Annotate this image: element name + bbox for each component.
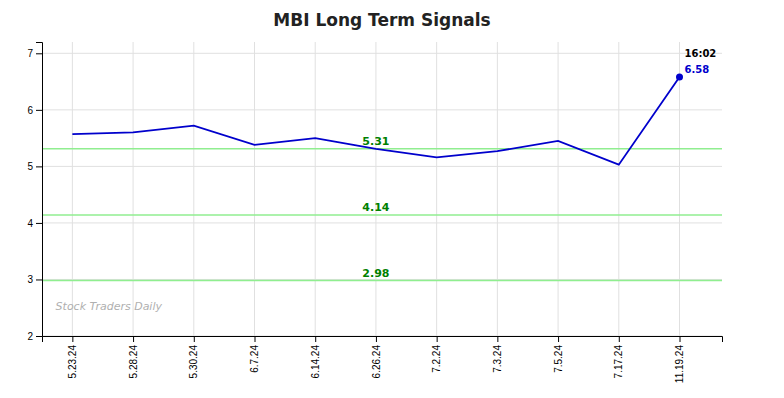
y-tick: 3 <box>27 274 42 285</box>
y-tick-label: 4 <box>27 218 33 229</box>
x-tick-mark <box>619 336 620 342</box>
annotation: 6.58 <box>685 64 710 75</box>
grid-line-x <box>558 42 559 336</box>
grid <box>42 42 722 336</box>
grid-line-x <box>133 42 134 336</box>
grid-line-y <box>42 166 722 167</box>
x-tick: 7.5.24 <box>553 336 564 373</box>
x-tick-label: 5.30.24 <box>188 345 199 379</box>
y-tick-mark <box>36 110 42 111</box>
grid-line-x <box>618 42 619 336</box>
y-tick: 6 <box>27 105 42 116</box>
x-tick-label: 7.3.24 <box>492 345 503 373</box>
grid-line-x <box>193 42 194 336</box>
y-tick-mark <box>36 279 42 280</box>
y-tick: 4 <box>27 218 42 229</box>
plot: 2 3 4 5 6 7 5.23.24 5.28.24 5.30.24 6.7.24 6.14.24… <box>27 42 722 383</box>
x-tick-label: 5.28.24 <box>128 345 139 379</box>
x-tick: 7.2.24 <box>431 336 442 373</box>
x-tick-label: 7.17.24 <box>613 345 624 379</box>
y-tick-label: 6 <box>27 105 33 116</box>
marks <box>42 74 722 281</box>
grid-line-x <box>497 42 498 336</box>
y-tick: 5 <box>27 161 42 172</box>
x-tick-mark <box>72 336 73 342</box>
grid-line-x <box>254 42 255 336</box>
x-tick: 5.23.24 <box>67 336 78 378</box>
x-tick-mark <box>437 336 438 342</box>
hline <box>42 280 722 282</box>
chart: 2 3 4 5 6 7 5.23.24 5.28.24 5.30.24 6.7.24 6.14.24… <box>0 0 784 398</box>
x-tick-mark <box>315 336 316 342</box>
x-tick-label: 6.7.24 <box>249 345 260 373</box>
x-tick: 6.14.24 <box>310 336 321 378</box>
grid-line-x <box>436 42 437 336</box>
x-tick-mark <box>133 336 134 342</box>
y-axis: 2 3 4 5 6 7 <box>27 43 42 342</box>
x-tick: 6.7.24 <box>249 336 260 373</box>
y-tick-mark <box>36 336 42 337</box>
highlight-point <box>676 74 683 81</box>
x-tick: 5.30.24 <box>188 336 199 378</box>
hline-label: 5.31 <box>362 135 389 148</box>
x-axis: 5.23.24 5.28.24 5.30.24 6.7.24 6.14.24 6.26.2… <box>43 336 723 383</box>
grid-line-y <box>42 53 722 54</box>
y-tick-label: 7 <box>27 48 33 59</box>
x-tick-label: 7.2.24 <box>431 345 442 373</box>
x-tick-mark <box>680 336 681 342</box>
annotation: 16:02 <box>685 48 717 59</box>
grid-line-x <box>315 42 316 336</box>
grid-line-y <box>42 222 722 223</box>
y-axis-line <box>36 43 43 337</box>
x-tick-label: 6.14.24 <box>310 345 321 379</box>
data-line <box>72 77 679 165</box>
x-tick: 6.26.24 <box>371 336 382 378</box>
hline-label: 2.98 <box>362 267 389 280</box>
x-axis-line <box>43 337 723 343</box>
y-tick-mark <box>36 166 42 167</box>
y-tick-label: 2 <box>27 331 33 342</box>
y-tick: 2 <box>27 331 42 342</box>
x-tick-mark <box>497 336 498 342</box>
grid-line-x <box>679 42 680 336</box>
y-tick-mark <box>36 53 42 54</box>
grid-line-x <box>375 42 376 336</box>
x-tick: 7.17.24 <box>613 336 624 378</box>
x-tick-mark <box>194 336 195 342</box>
x-tick-label: 5.23.24 <box>67 345 78 379</box>
grid-line-x <box>72 42 73 336</box>
x-tick: 5.28.24 <box>128 336 139 378</box>
x-tick-label: 11.19.24 <box>674 345 685 384</box>
x-tick-label: 6.26.24 <box>371 345 382 379</box>
y-tick-mark <box>36 223 42 224</box>
y-tick-label: 3 <box>27 274 33 285</box>
grid-line-y <box>42 109 722 110</box>
x-tick-mark <box>376 336 377 342</box>
y-tick-label: 5 <box>27 161 33 172</box>
x-tick-mark <box>558 336 559 342</box>
x-tick: 7.3.24 <box>492 336 503 373</box>
watermark: Stock Traders Daily <box>56 300 163 313</box>
x-tick-label: 7.5.24 <box>553 345 564 373</box>
y-tick: 7 <box>27 48 42 59</box>
title: MBI Long Term Signals <box>273 10 490 30</box>
x-tick-mark <box>255 336 256 342</box>
hline <box>42 214 722 216</box>
hline-label: 4.14 <box>362 201 389 214</box>
x-tick: 11.19.24 <box>674 336 685 383</box>
